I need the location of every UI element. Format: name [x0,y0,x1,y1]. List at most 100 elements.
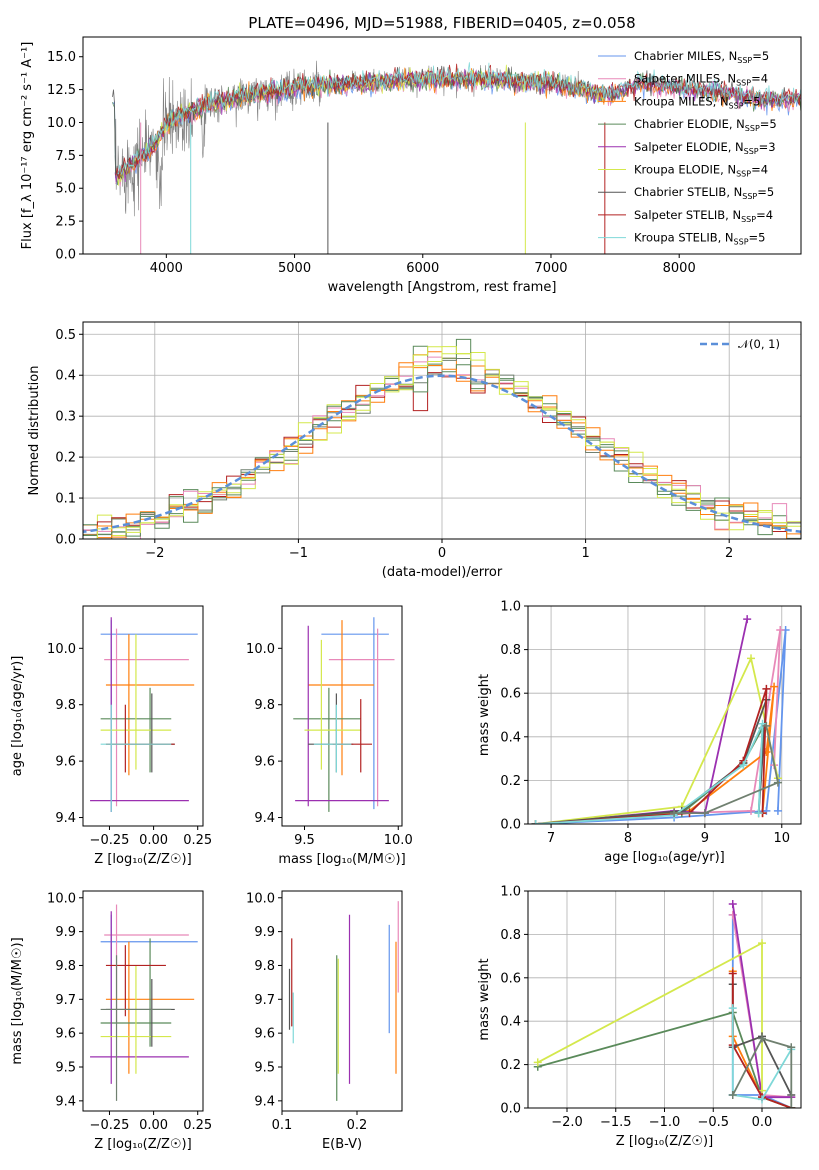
x-axis-label: (data-model)/error [382,565,503,580]
x-tick-label: 6000 [406,261,439,276]
y-tick-label: 2.5 [55,215,76,230]
y-tick-label: 10.0 [246,891,275,906]
data-point-marker [747,654,756,663]
legend-entry: Chabrier ELODIE, NSSP=5 [634,117,777,133]
y-tick-label: 9.7 [254,993,275,1008]
series-line [535,629,782,824]
plot-area [531,615,790,824]
x-tick-label: −0.25 [90,833,130,848]
data-point-marker [728,910,737,919]
legend-tail: =5 [760,117,777,131]
y-tick-label: 9.6 [254,1027,275,1042]
series-line [535,688,768,824]
x-tick-label: 10.0 [384,833,413,848]
x-axis-label: Z [log₁₀(Z/Z☉)] [616,1134,713,1149]
legend-subscript: SSP [745,124,760,133]
series-line [535,699,768,824]
data-point-marker [758,1095,766,1104]
y-tick-label: 0.8 [500,928,521,943]
data-point-marker [728,1090,737,1099]
chart-spectrum: 4000 5000 6000 7000 8000 0.0 2.5 5.0 7.5 10.0 12.5… [20,36,802,295]
y-tick-label: 10.0 [246,642,275,657]
y-tick-label: 9.8 [254,959,275,974]
legend-entry: 𝒩(0, 1) [738,337,780,351]
data-point-marker [776,625,785,634]
y-tick-label: 9.5 [254,1061,275,1076]
x-tick-label: 7000 [534,261,567,276]
data-point-marker [758,1034,766,1043]
data-point-marker [762,684,771,693]
legend-entry: Chabrier STELIB, NSSP=5 [634,185,774,201]
y-tick-label: 12.5 [47,83,76,98]
x-tick-label: −0.5 [697,1115,729,1130]
model-spectrum-line [117,62,801,175]
legend-subscript: SSP [737,56,752,65]
y-tick-label: 0.0 [500,1102,521,1117]
y-tick-label: 0.6 [500,687,521,702]
legend-subscript: SSP [736,170,751,179]
y-tick-label: 0.2 [500,774,521,789]
chart-mass-vs-ebv: 0.1 0.2 9.4 9.5 9.6 9.7 9.8 9.9 10.0 E(B-V) [246,890,403,1152]
y-tick-label: 9.6 [55,755,76,770]
y-axis-label: Flux [f_λ 10⁻¹⁷ erg cm⁻² s⁻¹ A⁻¹] [20,42,35,250]
legend-entry: Kroupa STELIB, NSSP=5 [634,231,765,247]
data-point-marker [773,806,782,815]
legend-subscript: SSP [744,147,759,156]
y-tick-label: 9.4 [254,811,275,826]
y-tick-label: 9.8 [254,698,275,713]
legend-tail: =4 [751,72,768,86]
x-axis-label: Z [log₁₀(Z/Z☉)] [94,852,191,867]
legend-subscript: SSP [741,215,756,224]
axes-frame [82,36,802,255]
data-point-marker [773,778,782,787]
x-tick-label: 0.00 [139,833,168,848]
y-tick-label: 0.6 [500,971,521,986]
legend-label: Salpeter ELODIE, N [634,140,744,154]
legend-entry: Kroupa MILES, NSSP=5 [634,94,760,110]
figure-title: PLATE=0496, MJD=51988, FIBERID=0405, z=0… [248,14,635,32]
x-tick-label: −1 [289,546,308,561]
y-tick-label: 0.0 [500,818,521,833]
x-axis-label: age [log₁₀(age/yr)] [604,850,725,865]
y-tick-label: 9.9 [254,925,275,940]
axes-frame [82,890,204,1112]
x-tick-label: 9.5 [294,833,315,848]
series-line [731,1008,793,1101]
data-point-marker [531,820,540,824]
series-line [732,1037,793,1108]
normal-curve [83,374,801,534]
data-point-marker [728,900,737,909]
legend-tail: =5 [752,49,769,63]
y-axis-label: mass [log₁₀(M/M☉)] [10,937,25,1064]
x-tick-label: 1 [581,546,589,561]
plot-area [533,900,796,1108]
legend-label: Kroupa ELODIE, N [634,163,736,177]
chart-age-vs-Z: −0.25 0.00 0.25 9.4 9.6 9.8 10.0 Z [log₁₀(Z/Z☉)… [10,605,212,867]
data-point-marker [762,721,771,730]
x-tick-label: 2 [725,546,733,561]
legend-subscript: SSP [742,192,757,201]
legend-entry: Salpeter ELODIE, NSSP=3 [634,140,776,156]
y-tick-label: 10.0 [47,642,76,657]
y-tick-label: 9.4 [55,811,76,826]
legend-tail: =5 [744,94,761,108]
data-point-marker [739,761,748,770]
axes-frame [527,605,802,825]
axes-frame [82,605,204,827]
legend-entry: Salpeter MILES, NSSP=4 [634,72,768,88]
y-tick-label: 7.5 [55,149,76,164]
legend-subscript: SSP [734,238,749,247]
data-point-marker [670,809,679,818]
y-axis-label: mass weight [477,674,492,756]
x-tick-label: −0.25 [90,1118,130,1133]
data-point-marker [758,939,766,948]
y-tick-label: 0.5 [55,328,76,343]
x-tick-label: 10 [774,831,791,846]
legend-tail: =5 [757,185,774,199]
x-tick-label: 0 [438,546,446,561]
data-point-marker [728,1004,737,1013]
legend-tail: =4 [756,208,773,222]
y-tick-label: 0.4 [500,1015,521,1030]
